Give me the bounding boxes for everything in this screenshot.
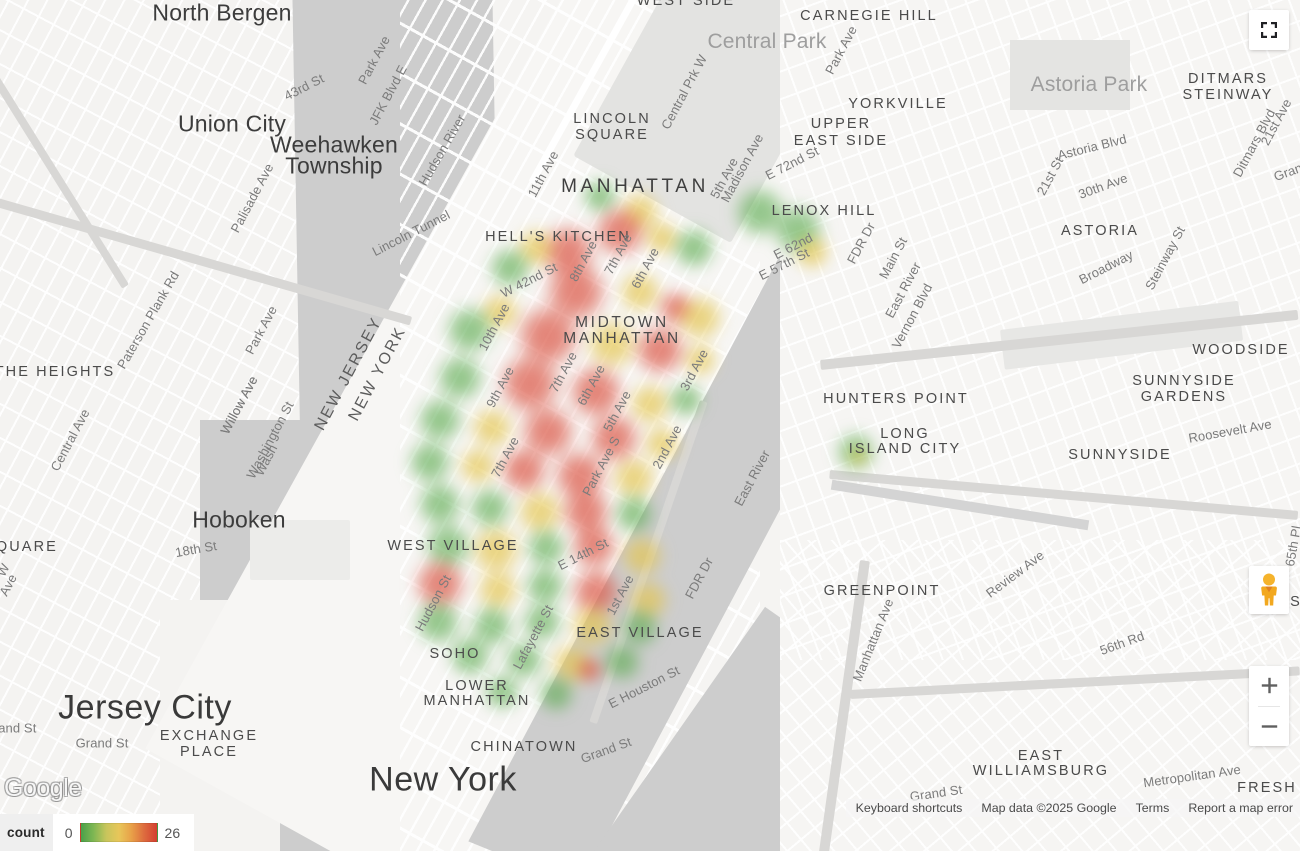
fullscreen-icon (1261, 22, 1277, 38)
zoom-in-button[interactable] (1249, 666, 1289, 706)
zoom-controls[interactable] (1249, 666, 1289, 746)
industrial-block-jersey (250, 520, 350, 580)
legend-title: count (7, 825, 45, 840)
street-view-pegman-icon (1261, 573, 1277, 606)
terms-link[interactable]: Terms (1135, 801, 1170, 815)
legend-min-value: 0 (64, 824, 73, 841)
zoom-out-button[interactable] (1249, 707, 1289, 747)
legend-max-value: 26 (164, 824, 181, 841)
report-map-error-link[interactable]: Report a map error (1188, 801, 1293, 815)
fullscreen-button[interactable] (1249, 10, 1289, 50)
street-view-pegman-button[interactable] (1249, 566, 1289, 614)
keyboard-shortcuts-link[interactable]: Keyboard shortcuts (855, 801, 963, 815)
legend-title-box: count (0, 814, 53, 851)
zoom-separator (1258, 705, 1280, 707)
plus-icon (1261, 678, 1277, 694)
legend-scale: 0 26 (52, 814, 195, 851)
attribution-bar: Keyboard shortcuts Map data ©2025 Google… (845, 799, 1300, 817)
legend: count 0 26 (0, 814, 195, 851)
minus-icon (1261, 725, 1277, 728)
legend-gradient-bar (79, 823, 158, 842)
map-data-text: Map data ©2025 Google (981, 801, 1117, 815)
astoria-park (1010, 40, 1130, 110)
